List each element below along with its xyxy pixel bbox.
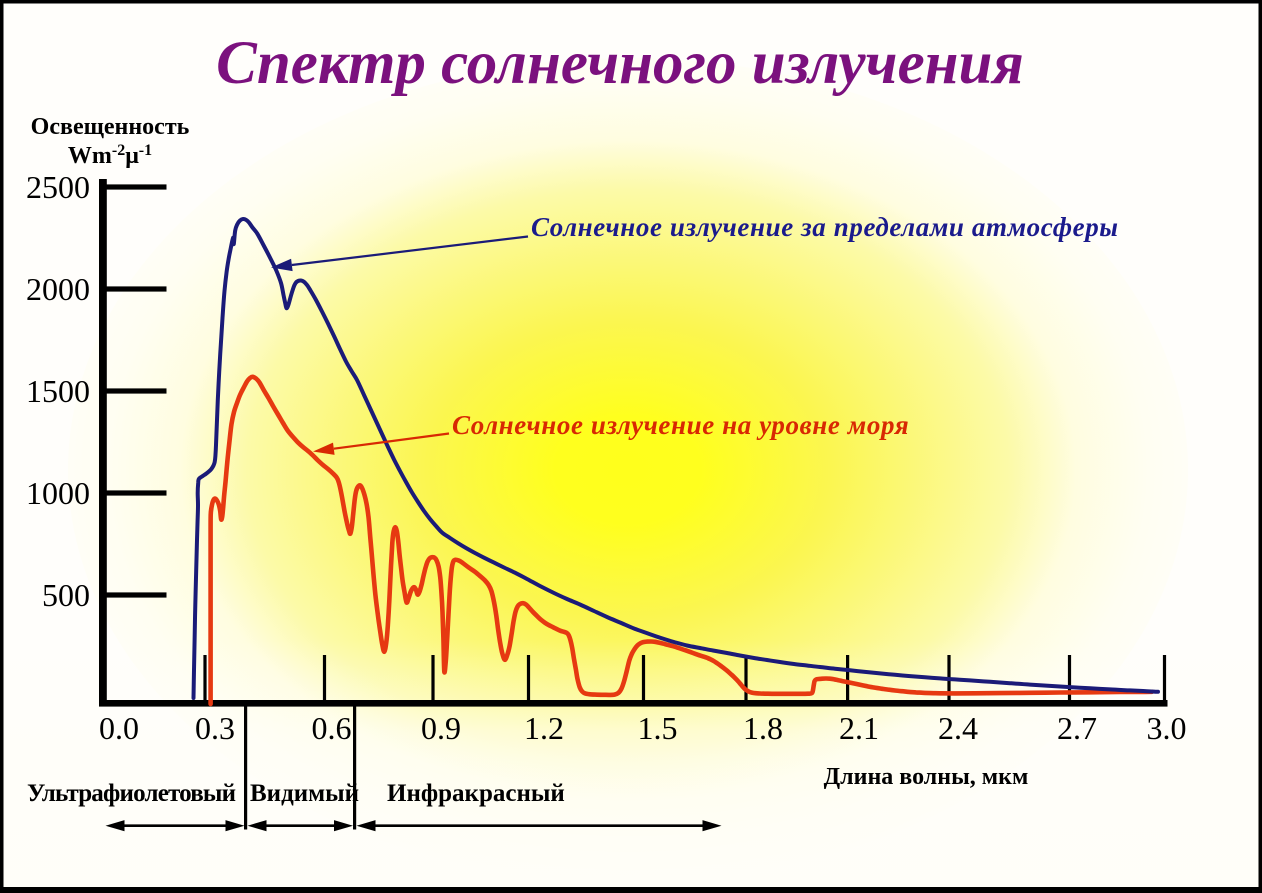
svg-text:2.4: 2.4	[938, 710, 978, 746]
svg-text:Ультрафиолетовый: Ультрафиолетовый	[27, 780, 236, 807]
svg-text:Спектр солнечного излучения: Спектр солнечного излучения	[216, 30, 1024, 97]
svg-text:0.3: 0.3	[195, 710, 235, 746]
svg-text:1000: 1000	[26, 475, 90, 511]
svg-text:3.0: 3.0	[1147, 710, 1187, 746]
svg-text:Солнечное излучение за предела: Солнечное излучение за пределами атмосфе…	[531, 212, 1119, 242]
svg-text:0.6: 0.6	[312, 710, 352, 746]
svg-text:1.5: 1.5	[638, 710, 678, 746]
svg-text:2000: 2000	[26, 271, 90, 307]
svg-text:2.7: 2.7	[1057, 710, 1097, 746]
svg-text:0.0: 0.0	[99, 710, 139, 746]
svg-text:Длина волны, мкм: Длина волны, мкм	[824, 764, 1029, 790]
svg-text:Инфракрасный: Инфракрасный	[387, 780, 565, 807]
svg-text:Wm-2μ-1: Wm-2μ-1	[68, 142, 152, 170]
svg-text:Освещенность: Освещенность	[31, 114, 190, 140]
svg-text:1500: 1500	[26, 373, 90, 409]
svg-text:2.1: 2.1	[839, 710, 879, 746]
svg-text:1.8: 1.8	[743, 710, 783, 746]
svg-text:Солнечное излучение на уровне: Солнечное излучение на уровне моря	[452, 410, 909, 440]
svg-text:Видимый: Видимый	[250, 780, 359, 807]
svg-text:500: 500	[42, 577, 90, 613]
svg-text:0.9: 0.9	[421, 710, 461, 746]
svg-text:1.2: 1.2	[524, 710, 564, 746]
svg-text:2500: 2500	[26, 169, 90, 205]
